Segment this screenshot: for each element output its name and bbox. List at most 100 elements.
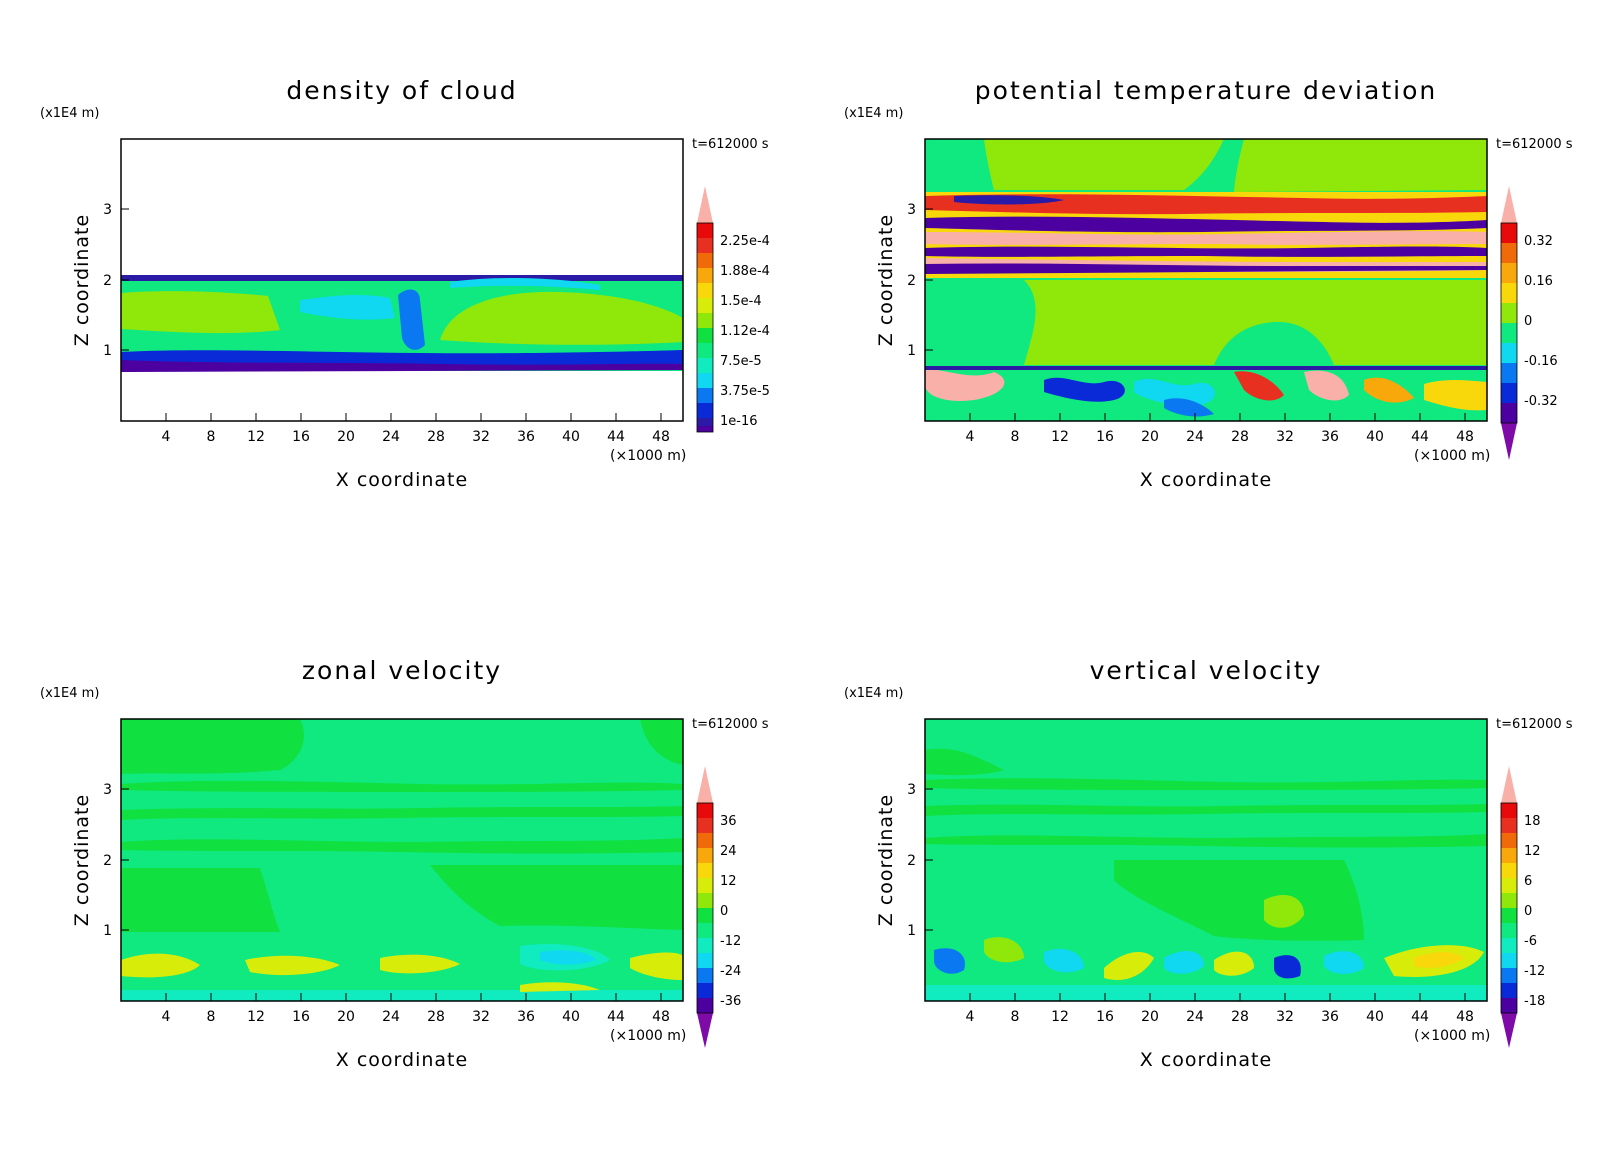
colorbar-segment (697, 298, 713, 313)
colorbar-segment (1501, 343, 1517, 363)
contour-region (954, 195, 1064, 205)
contour-region (925, 246, 1487, 257)
contour-region (1274, 955, 1301, 979)
colorbar-segment (1501, 283, 1517, 303)
x-axis-label: X coordinate (336, 1049, 468, 1071)
contour-region (1114, 860, 1364, 941)
colorbar-segment (1501, 863, 1517, 878)
colorbar-segment (697, 426, 713, 432)
y-axis-label: Z coordinate (875, 794, 897, 926)
x-tick-label: 16 (292, 1009, 310, 1025)
y-tick-label: 2 (907, 273, 916, 289)
contour-region (1104, 952, 1154, 980)
colorbar-segment (697, 313, 713, 328)
contour-region (1044, 948, 1084, 973)
colorbar-segment (1501, 383, 1517, 403)
colorbar-segment (1501, 938, 1517, 953)
colorbar-segment (1501, 323, 1517, 343)
colorbar-label: -0.16 (1524, 354, 1558, 369)
x-tick-label: 28 (1231, 1009, 1249, 1025)
colorbar: 18 12 6 0 -6 -12 -18 (1500, 766, 1545, 1048)
colorbar-segment (697, 968, 713, 983)
colorbar-segment (697, 253, 713, 268)
cloud-contour (300, 294, 395, 320)
contour-region (121, 719, 304, 774)
colorbar-segment (1501, 363, 1517, 383)
colorbar-bottom-triangle (697, 1013, 713, 1048)
panel-vertical-velocity: vertical velocity (x1E4 m) t=612000 s (804, 580, 1600, 1158)
y-axis: 1 2 3 (907, 202, 933, 359)
contour-region (925, 368, 1005, 401)
colorbar-label: 0 (1524, 314, 1532, 329)
chart-title: vertical velocity (1089, 656, 1323, 685)
y-axis: 1 2 3 (103, 202, 129, 359)
colorbar-segment (697, 848, 713, 863)
contour-region (925, 778, 1487, 790)
x-tick-label: 24 (382, 1009, 400, 1025)
contour-region (245, 955, 340, 976)
cloud-contour (121, 291, 280, 334)
x-unit-label: (×1000 m) (610, 1028, 686, 1044)
colorbar-segment (697, 268, 713, 283)
colorbar-segment (1501, 263, 1517, 283)
contour-region (925, 804, 1487, 816)
x-axis: 4 8 12 16 20 24 28 32 36 40 44 48 (162, 993, 670, 1025)
contour-region (380, 954, 460, 974)
colorbar-label: 18 (1524, 814, 1541, 829)
contour-region (520, 982, 600, 992)
colorbar-label: -12 (1524, 964, 1545, 979)
x-unit-label: (×1000 m) (610, 448, 686, 464)
x-tick-label: 12 (247, 1009, 265, 1025)
contour-region (540, 950, 596, 965)
y-unit-label: (x1E4 m) (40, 106, 100, 121)
colorbar-top-triangle (697, 186, 713, 223)
contour-region (121, 806, 683, 820)
colorbar-segment (697, 343, 713, 358)
contour-region (121, 990, 683, 1001)
colorbar-segment (1501, 953, 1517, 968)
chart-svg: 4 8 12 16 20 24 28 32 36 40 44 48 1 2 3 … (875, 718, 1545, 1071)
y-tick-label: 3 (907, 782, 916, 798)
cloud-top-edge (121, 275, 683, 281)
contour-region (984, 139, 1224, 190)
contour-region (630, 952, 683, 980)
x-axis: 4 8 12 16 20 24 28 32 36 40 44 48 (966, 413, 1474, 445)
panel-zonal-velocity: zonal velocity (x1E4 m) t=612000 s (0, 580, 800, 1158)
x-tick-label: 40 (1366, 1009, 1384, 1025)
contour-region (1164, 398, 1214, 417)
x-tick-label: 12 (1051, 1009, 1069, 1025)
x-tick-label: 36 (1321, 429, 1339, 445)
colorbar-segment (1501, 303, 1517, 323)
colorbar-segment (697, 983, 713, 998)
contour-region (925, 834, 1487, 848)
contour-region (925, 194, 1487, 215)
contour-region (925, 366, 1487, 370)
contour-region (1304, 370, 1349, 401)
colorbar-label: 1e-16 (720, 414, 758, 429)
colorbar-segment (697, 833, 713, 848)
contour-region (925, 263, 1487, 274)
chart-svg: 4 8 12 16 20 24 28 32 36 40 44 48 1 2 3 … (875, 138, 1558, 491)
colorbar-segment (697, 328, 713, 343)
colorbar-segment (1501, 818, 1517, 833)
y-tick-label: 3 (907, 202, 916, 218)
colorbar-label: -12 (720, 934, 741, 949)
contour-region (1024, 280, 1487, 365)
colorbar-label: 3.75e-5 (720, 384, 770, 399)
x-tick-label: 4 (966, 1009, 975, 1025)
colorbar-segment (697, 893, 713, 908)
x-tick-label: 48 (652, 1009, 670, 1025)
cloud-contour (440, 291, 683, 345)
colorbar-segment (1501, 223, 1517, 243)
y-tick-label: 2 (103, 853, 112, 869)
x-tick-label: 32 (472, 1009, 490, 1025)
contour-region (1264, 895, 1304, 928)
contour-region (121, 868, 280, 932)
x-tick-label: 8 (207, 429, 216, 445)
y-tick-label: 1 (907, 923, 916, 939)
colorbar-top-triangle (1501, 766, 1517, 803)
colorbar-label: 36 (720, 814, 737, 829)
x-tick-label: 12 (1051, 429, 1069, 445)
colorbar-label: 1.88e-4 (720, 264, 770, 279)
colorbar-label: 0 (1524, 904, 1532, 919)
